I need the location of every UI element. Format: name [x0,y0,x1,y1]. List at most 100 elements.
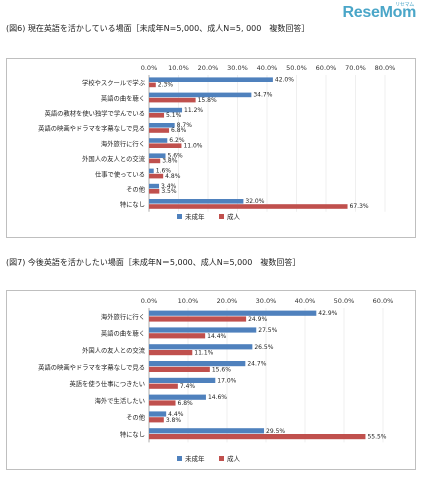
chart-1-tick-label: 70.0% [345,64,366,72]
chart-1-data-label: 1.6% [156,168,172,175]
chart-1-data-label: 42.0% [275,76,294,83]
chart-2-bar-minor [149,327,257,333]
chart-1-data-label: 34.7% [253,92,272,99]
chart-2-legend-label: 成人 [227,454,241,463]
chart-2-data-label: 4.4% [168,411,184,418]
chart-1-data-label: 15.8% [198,97,217,104]
chart-1-legend-swatch [177,214,182,219]
chart-1-bar-adult [149,158,161,164]
chart-2-data-label: 24.7% [247,361,266,368]
chart-2-bar-adult [149,316,247,322]
chart-2-data-label: 42.9% [318,310,337,317]
chart-1-legend-swatch [219,214,224,219]
chart-1-bar-minor [149,107,183,113]
chart-2-panel: 0.0% 10.0% 20.0% 30.0% 40.0% 50.0% 60.0% 海外旅行に行… [6,290,416,470]
chart-1-category-label: 学校やスクールで学ぶ [82,78,146,87]
chart-1-bar-minor [149,138,168,143]
chart-2-category-label: 外国人の友人との交流 [82,346,146,355]
chart-1-bar-minor [149,92,252,98]
chart-2-bar-adult [149,434,366,440]
chart-1-data-label: 3.5% [161,188,177,195]
chart-2-category-label: その他 [126,413,146,422]
chart-1-legend-label: 未成年 [185,212,205,221]
chart-1-title: (図6) 現在英語を活かしている場面［未成年N=5,000、成人N=5, 000… [6,24,310,33]
chart-2-bar-adult [149,417,164,423]
chart-2-data-label: 15.6% [212,366,231,373]
chart-2-data-label: 7.4% [180,383,196,390]
chart-1-bar-minor [149,153,166,158]
chart-2-legend-swatch [219,456,224,461]
chart-1-svg: 0.0% 10.0% 20.0% 30.0% 40.0% 50.0% 60.0% 70.0% 8… [38,64,395,221]
chart-2-category-label: 英語の曲を聴く [101,329,145,338]
chart-2-data-label: 14.6% [208,394,227,401]
chart-1-data-label: 6.2% [169,137,185,144]
chart-2-data-label: 55.5% [367,434,386,441]
chart-2-data-label: 17.0% [217,377,236,384]
chart-1-tick-label: 60.0% [316,64,337,72]
chart-2-tick-label: 0.0% [141,297,158,305]
logo-subtext: リセマム [395,2,414,8]
chart-2-bar-adult [149,333,206,339]
chart-2-data-label: 24.9% [248,316,267,323]
chart-1-data-label: 3.8% [162,158,178,165]
chart-1-data-label: 4.8% [165,173,181,180]
chart-1-category-label: その他 [126,185,146,194]
chart-2-data-label: 27.5% [258,327,277,334]
chart-1-data-label: 5.1% [166,112,182,119]
chart-1-category-label: 外国人の友人との交流 [82,154,146,163]
chart-2-data-label: 11.1% [194,350,213,357]
chart-2-svg: 0.0% 10.0% 20.0% 30.0% 40.0% 50.0% 60.0% 海外旅行に行… [38,297,394,463]
chart-2-category-label: 海外で生活したい [95,396,145,405]
chart-2-title: (図7) 今後英語を活かしたい場面［未成年N＝5,000、成人N=5,000 複… [6,258,301,267]
chart-1-bar-adult [149,189,160,194]
chart-1-category-label: 英語の教材を使い独学で学んでいる [45,109,145,118]
chart-2-tick-label: 50.0% [334,297,355,305]
chart-1-data-label: 11.0% [183,142,202,149]
chart-2-tick-label: 10.0% [178,297,199,305]
chart-1-data-label: 32.0% [245,198,264,205]
chart-1-data-label: 67.3% [350,203,369,210]
chart-1-data-label: 2.3% [158,82,174,89]
chart-2-bar-adult [149,383,178,389]
chart-2-data-label: 26.5% [254,344,273,351]
chart-1-data-label: 11.2% [184,107,203,114]
chart-1-tick-label: 50.0% [286,64,307,72]
chart-1-bar-minor [149,199,244,204]
chart-2-legend-swatch [177,456,182,461]
chart-1-bar-minor [149,168,154,174]
chart-2-bar-adult [149,400,176,406]
chart-1-legend-label: 成人 [227,212,241,221]
chart-1-bar-adult [149,128,170,133]
resemom-logo[interactable]: ReseMom リセマム [342,2,417,22]
chart-2-category-label: 英語の映画やドラマを字幕なしで見る [38,362,145,371]
chart-1-category-label: 海外旅行に行く [101,139,145,148]
chart-1-category-label: 仕事で使っている [95,169,145,178]
chart-2-tick-label: 60.0% [373,297,394,305]
chart-1-bar-adult [149,97,196,103]
chart-1-bar-adult [149,173,164,179]
chart-2-category-label: 海外旅行に行く [101,312,145,321]
chart-1-bar-minor [149,183,160,189]
chart-2-bar-minor [149,428,265,434]
chart-2-bar-adult [149,366,210,372]
chart-2-data-label: 29.5% [266,428,285,435]
chart-1-data-label: 3.4% [161,183,177,190]
chart-1-data-label: 6.8% [171,127,187,134]
chart-1-bar-adult [149,82,156,88]
chart-2-category-label: 特になし [120,430,145,439]
chart-1-bar-minor [149,77,273,82]
chart-1-data-label: 5.6% [168,152,184,159]
chart-2-category-label: 英語を使う仕事につきたい [69,379,145,388]
chart-1-bar-adult [149,113,165,118]
chart-1-tick-label: 0.0% [141,64,158,72]
chart-1-tick-label: 40.0% [257,64,278,72]
chart-2-legend-label: 未成年 [185,454,205,463]
chart-2-data-label: 3.8% [166,417,182,424]
chart-2-data-label: 6.8% [178,400,194,407]
logo-text: ReseMom [342,4,417,21]
chart-1-category-label: 英語の映画やドラマを字幕なしで見る [38,124,145,133]
chart-1-bar-minor [149,123,175,128]
chart-1-panel: 0.0% 10.0% 20.0% 30.0% 40.0% 50.0% 60.0% 70.0% 8… [6,58,416,238]
chart-2-bar-minor [149,377,216,383]
chart-2-bar-minor [149,394,206,400]
